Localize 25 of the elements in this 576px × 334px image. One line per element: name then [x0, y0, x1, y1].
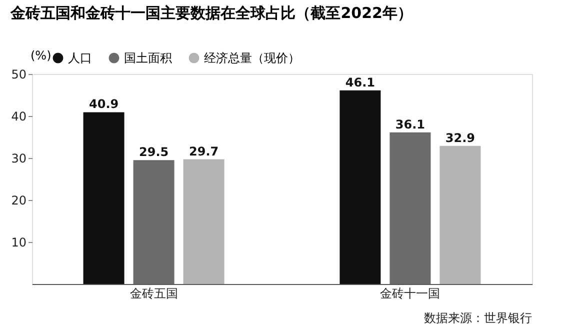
data-label: 29.7 [189, 144, 219, 158]
y-axis-title: (%) [30, 48, 52, 62]
chart-title: 金砖五国和金砖十一国主要数据在全球占比（截至2022年） [10, 4, 412, 22]
legend-label: 经济总量（现价） [204, 51, 300, 65]
y-tick-label: 40 [11, 110, 26, 124]
y-tick-label: 50 [11, 68, 26, 82]
data-label: 40.9 [88, 97, 119, 112]
bar [183, 159, 224, 284]
bar [440, 146, 481, 284]
data-label: 36.1 [395, 117, 426, 132]
data-label: 32.9 [445, 130, 476, 145]
y-tick-label: 10 [11, 236, 26, 250]
x-tick-label: 金砖十一国 [380, 286, 440, 300]
y-tick-label: 30 [11, 152, 26, 166]
data-label: 46.1 [345, 75, 375, 90]
legend-label: 国土面积 [124, 51, 172, 65]
bar [133, 160, 174, 284]
x-tick-label: 金砖五国 [130, 286, 178, 300]
bar [83, 112, 124, 284]
bar [340, 90, 381, 284]
source-note: 数据来源：世界银行 [424, 311, 532, 325]
data-label: 29.5 [138, 145, 169, 160]
y-tick-label: 20 [11, 194, 26, 208]
bar [390, 132, 431, 284]
legend-label: 人口 [68, 51, 92, 65]
